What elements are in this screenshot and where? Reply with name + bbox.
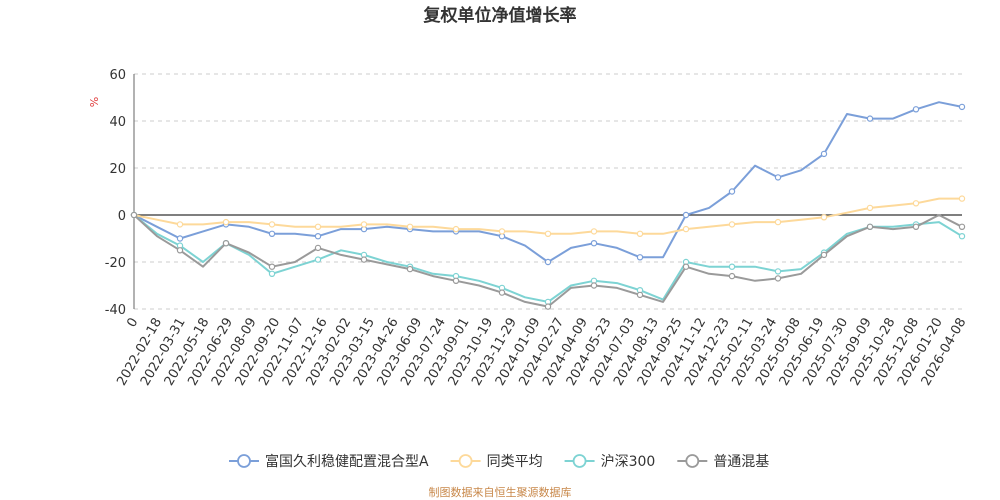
series-point-1 — [544, 230, 552, 237]
legend-swatch-marker — [685, 454, 700, 468]
y-tick-label: 60 — [109, 68, 126, 83]
series-point-3 — [912, 223, 920, 230]
legend-item-0[interactable]: 富国久利稳健配置混合型A — [229, 453, 429, 470]
series-point-3 — [406, 265, 414, 273]
series-point-2 — [774, 268, 782, 275]
legend-item-3[interactable]: 普通混基 — [677, 453, 769, 470]
series-point-0 — [268, 230, 276, 237]
series-point-1 — [866, 204, 874, 212]
series-point-0 — [774, 174, 782, 181]
series-point-3 — [866, 223, 874, 230]
y-tick-label: 40 — [109, 115, 126, 130]
data-source-note: 制图数据来自恒生聚源数据库 — [429, 485, 572, 499]
series-point-3 — [360, 256, 368, 263]
series-point-3 — [130, 211, 138, 219]
series-point-3 — [820, 251, 828, 259]
series-point-3 — [682, 263, 690, 270]
y-axis-unit: % — [88, 97, 101, 107]
series-point-1 — [222, 218, 230, 226]
series-point-0 — [820, 150, 828, 158]
series-point-3 — [590, 282, 598, 289]
series-point-3 — [544, 303, 552, 310]
legend-label: 富国久利稳健配置混合型A — [265, 453, 429, 470]
series-point-1 — [958, 195, 966, 202]
series-point-3 — [314, 244, 322, 252]
series-point-3 — [498, 289, 506, 296]
legend-item-1[interactable]: 同类平均 — [450, 454, 543, 470]
series-point-1 — [636, 230, 644, 237]
legend-swatch-marker — [237, 454, 251, 468]
series-point-3 — [636, 291, 644, 299]
series-point-2 — [314, 256, 322, 263]
y-tick-label: -20 — [105, 256, 126, 271]
series-point-0 — [866, 115, 874, 122]
x-tick-label: 0 — [124, 316, 141, 331]
series-point-1 — [774, 218, 782, 226]
series-point-0 — [544, 258, 552, 266]
series-point-0 — [682, 211, 690, 219]
series-point-0 — [958, 103, 966, 111]
series-point-0 — [912, 106, 920, 113]
series-point-1 — [682, 225, 690, 233]
series-point-2 — [728, 263, 736, 270]
series-point-3 — [176, 247, 184, 254]
series-point-1 — [728, 221, 736, 228]
series-line-1 — [133, 197, 962, 235]
legend-label: 沪深300 — [601, 454, 656, 470]
series-point-0 — [728, 188, 736, 195]
series-point-1 — [590, 228, 598, 235]
series-point-1 — [268, 221, 276, 228]
series-point-3 — [774, 275, 782, 282]
grid — [133, 73, 962, 310]
series-point-3 — [222, 239, 230, 247]
series-point-2 — [268, 270, 276, 277]
series-point-3 — [268, 263, 276, 270]
chart-title: 复权单位净值增长率 — [423, 5, 577, 26]
legend-label: 同类平均 — [487, 454, 543, 470]
series-point-3 — [728, 272, 736, 280]
series-group — [130, 101, 966, 310]
legend-label: 普通混基 — [713, 453, 769, 470]
series-point-1 — [406, 223, 414, 230]
series-point-0 — [636, 254, 644, 261]
series-point-0 — [590, 239, 598, 247]
series-point-2 — [958, 232, 966, 240]
series-point-1 — [820, 214, 828, 221]
y-tick-label: 20 — [109, 162, 126, 177]
x-axis-ticks: 02022-02-182022-03-312022-05-182022-06-2… — [114, 316, 969, 389]
y-tick-label: -40 — [105, 303, 126, 318]
series-point-0 — [176, 235, 184, 242]
series-point-1 — [912, 200, 920, 207]
series-point-3 — [958, 223, 966, 230]
series-point-3 — [452, 277, 460, 284]
series-point-1 — [314, 223, 322, 230]
series-point-1 — [452, 225, 460, 233]
legend-swatch-marker — [458, 454, 473, 468]
y-tick-label: 0 — [118, 209, 126, 224]
legend-item-2[interactable]: 沪深300 — [564, 454, 656, 470]
series-line-0 — [133, 101, 963, 263]
series-point-1 — [498, 228, 506, 235]
series-point-1 — [176, 221, 184, 228]
series-point-0 — [314, 232, 322, 240]
series-point-1 — [360, 221, 368, 228]
y-axis-ticks: -40 -20 0 20 40 60 — [105, 68, 126, 318]
legend-swatch-marker — [572, 454, 587, 468]
legend[interactable]: 富国久利稳健配置混合型A 同类平均 沪深300 普通混基 — [229, 453, 769, 470]
